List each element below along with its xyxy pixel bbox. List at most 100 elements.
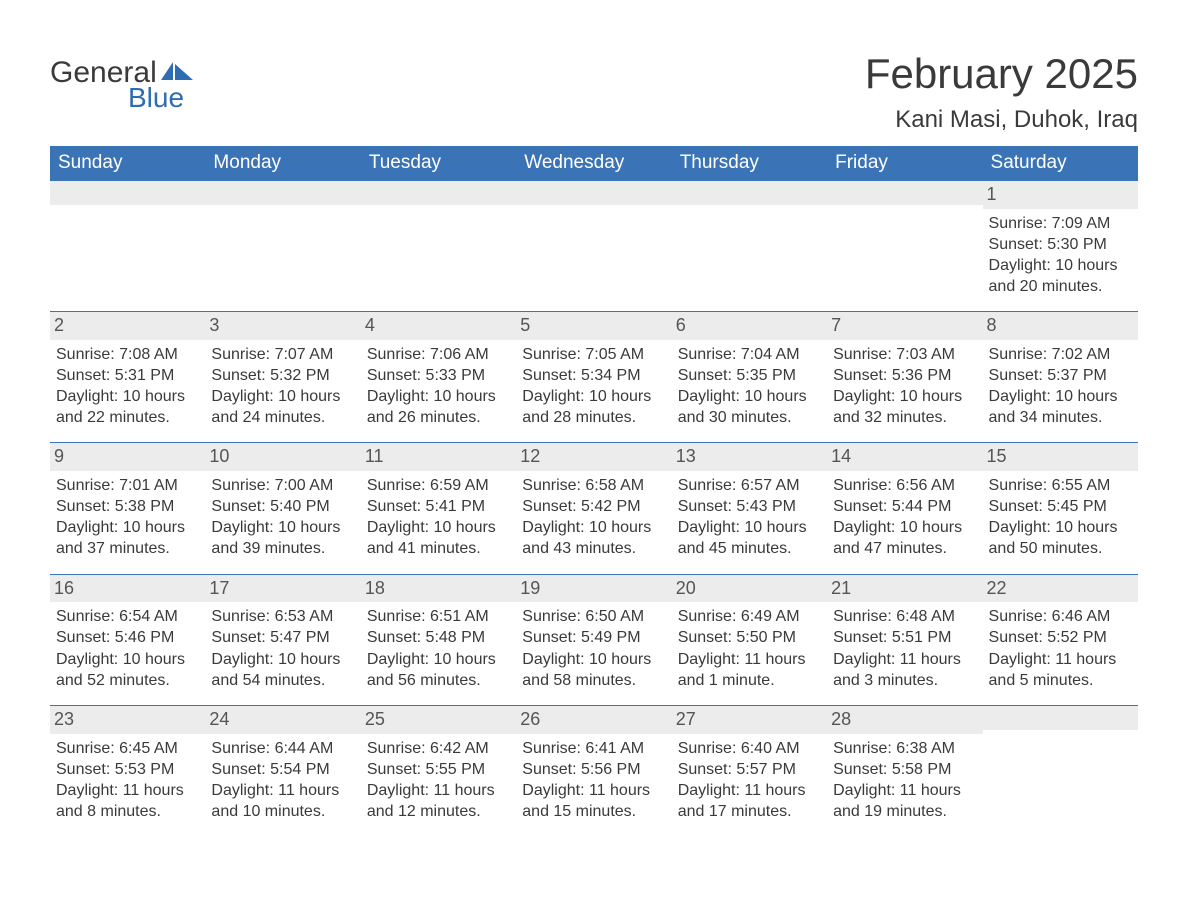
- header-wednesday: Wednesday: [516, 146, 671, 181]
- day-number: [983, 706, 1138, 730]
- day-dln2: and 20 minutes.: [989, 276, 1132, 297]
- day-dln2: and 24 minutes.: [211, 407, 354, 428]
- day-number: 27: [672, 706, 827, 734]
- location-label: Kani Masi, Duhok, Iraq: [865, 106, 1138, 134]
- day-cell: 3Sunrise: 7:07 AMSunset: 5:32 PMDaylight…: [205, 312, 360, 442]
- day-dln1: Daylight: 10 hours: [989, 386, 1132, 407]
- day-sunset: Sunset: 5:32 PM: [211, 365, 354, 386]
- day-cell: 18Sunrise: 6:51 AMSunset: 5:48 PMDayligh…: [361, 575, 516, 705]
- day-number: 22: [983, 575, 1138, 603]
- calendar-page: General Blue February 2025 Kani Masi, Du…: [0, 0, 1188, 866]
- day-cell: 19 Sunrise: 6:50 AMSunset: 5:49 PMDayligh…: [516, 575, 671, 705]
- day-number: 12: [516, 443, 671, 471]
- day-dln2: and 47 minutes.: [833, 538, 976, 559]
- header-saturday: Saturday: [983, 146, 1138, 181]
- day-sunrise: Sunrise: 7:03 AM: [833, 344, 976, 365]
- day-cell: 28Sunrise: 6:38 AMSunset: 5:58 PMDayligh…: [827, 706, 982, 836]
- day-sunset: Sunset: 5:55 PM: [367, 759, 510, 780]
- day-sunrise: Sunrise: 7:01 AM: [56, 475, 199, 496]
- day-dln2: and 1 minute.: [678, 670, 821, 691]
- day-sunset: Sunset: 5:45 PM: [989, 496, 1132, 517]
- title-block: February 2025 Kani Masi, Duhok, Iraq: [865, 50, 1138, 134]
- week-row: 16Sunrise: 6:54 AMSunset: 5:46 PMDayligh…: [50, 574, 1138, 705]
- day-dln1: Daylight: 10 hours: [678, 386, 821, 407]
- day-sunrise: Sunrise: 6:50 AM: [522, 606, 665, 627]
- day-number: 19: [516, 575, 671, 603]
- day-cell: 8Sunrise: 7:02 AMSunset: 5:37 PMDaylight…: [983, 312, 1138, 442]
- day-sunrise: Sunrise: 6:53 AM: [211, 606, 354, 627]
- day-dln2: and 15 minutes.: [522, 801, 665, 822]
- day-dln1: Daylight: 11 hours: [56, 780, 199, 801]
- day-sunset: Sunset: 5:42 PM: [522, 496, 665, 517]
- day-dln1: Daylight: 10 hours: [211, 649, 354, 670]
- day-sunset: Sunset: 5:48 PM: [367, 627, 510, 648]
- day-sunset: Sunset: 5:47 PM: [211, 627, 354, 648]
- day-cell: 21Sunrise: 6:48 AMSunset: 5:51 PMDayligh…: [827, 575, 982, 705]
- day-sunset: Sunset: 5:37 PM: [989, 365, 1132, 386]
- day-number: 18: [361, 575, 516, 603]
- day-dln1: Daylight: 11 hours: [833, 780, 976, 801]
- day-number: 24: [205, 706, 360, 734]
- day-number: 20: [672, 575, 827, 603]
- day-sunrise: Sunrise: 6:48 AM: [833, 606, 976, 627]
- weeks-container: 1Sunrise: 7:09 AMSunset: 5:30 PMDaylight…: [50, 181, 1138, 836]
- day-cell: [672, 181, 827, 311]
- day-number: 1: [983, 181, 1138, 209]
- day-dln1: Daylight: 10 hours: [989, 517, 1132, 538]
- day-sunset: Sunset: 5:31 PM: [56, 365, 199, 386]
- day-dln1: Daylight: 10 hours: [367, 386, 510, 407]
- day-dln1: Daylight: 11 hours: [211, 780, 354, 801]
- day-dln2: and 41 minutes.: [367, 538, 510, 559]
- day-sunrise: Sunrise: 6:38 AM: [833, 738, 976, 759]
- day-dln2: and 34 minutes.: [989, 407, 1132, 428]
- day-sunset: Sunset: 5:43 PM: [678, 496, 821, 517]
- day-number: 8: [983, 312, 1138, 340]
- day-dln2: and 45 minutes.: [678, 538, 821, 559]
- day-sunrise: Sunrise: 6:46 AM: [989, 606, 1132, 627]
- day-sunset: Sunset: 5:49 PM: [522, 627, 665, 648]
- week-row: 1Sunrise: 7:09 AMSunset: 5:30 PMDaylight…: [50, 181, 1138, 311]
- day-cell: [827, 181, 982, 311]
- day-dln1: Daylight: 11 hours: [833, 649, 976, 670]
- day-sunset: Sunset: 5:46 PM: [56, 627, 199, 648]
- day-sunrise: Sunrise: 6:56 AM: [833, 475, 976, 496]
- day-sunset: Sunset: 5:33 PM: [367, 365, 510, 386]
- day-dln1: Daylight: 10 hours: [56, 649, 199, 670]
- calendar: Sunday Monday Tuesday Wednesday Thursday…: [50, 146, 1138, 836]
- day-cell: 27Sunrise: 6:40 AMSunset: 5:57 PMDayligh…: [672, 706, 827, 836]
- day-sunrise: Sunrise: 6:55 AM: [989, 475, 1132, 496]
- day-dln2: and 58 minutes.: [522, 670, 665, 691]
- day-number: 10: [205, 443, 360, 471]
- day-dln2: and 52 minutes.: [56, 670, 199, 691]
- day-dln2: and 56 minutes.: [367, 670, 510, 691]
- day-sunset: Sunset: 5:40 PM: [211, 496, 354, 517]
- day-sunset: Sunset: 5:54 PM: [211, 759, 354, 780]
- day-cell: [983, 706, 1138, 836]
- day-cell: [205, 181, 360, 311]
- day-sunset: Sunset: 5:53 PM: [56, 759, 199, 780]
- day-sunset: Sunset: 5:52 PM: [989, 627, 1132, 648]
- day-sunset: Sunset: 5:44 PM: [833, 496, 976, 517]
- day-sunrise: Sunrise: 7:04 AM: [678, 344, 821, 365]
- day-sunrise: Sunrise: 7:06 AM: [367, 344, 510, 365]
- day-dln1: Daylight: 10 hours: [989, 255, 1132, 276]
- day-number: [516, 181, 671, 205]
- logo-word2: Blue: [128, 84, 193, 112]
- day-sunset: Sunset: 5:57 PM: [678, 759, 821, 780]
- day-sunrise: Sunrise: 6:41 AM: [522, 738, 665, 759]
- day-dln1: Daylight: 10 hours: [211, 386, 354, 407]
- day-dln1: Daylight: 10 hours: [522, 386, 665, 407]
- day-number: [205, 181, 360, 205]
- day-dln2: and 32 minutes.: [833, 407, 976, 428]
- day-cell: 17Sunrise: 6:53 AMSunset: 5:47 PMDayligh…: [205, 575, 360, 705]
- day-sunrise: Sunrise: 6:42 AM: [367, 738, 510, 759]
- day-number: 6: [672, 312, 827, 340]
- header-monday: Monday: [205, 146, 360, 181]
- day-sunrise: Sunrise: 6:57 AM: [678, 475, 821, 496]
- day-dln1: Daylight: 11 hours: [522, 780, 665, 801]
- day-cell: 15Sunrise: 6:55 AMSunset: 5:45 PMDayligh…: [983, 443, 1138, 573]
- day-dln1: Daylight: 10 hours: [522, 649, 665, 670]
- day-dln1: Daylight: 11 hours: [678, 649, 821, 670]
- day-sunrise: Sunrise: 6:51 AM: [367, 606, 510, 627]
- day-dln2: and 3 minutes.: [833, 670, 976, 691]
